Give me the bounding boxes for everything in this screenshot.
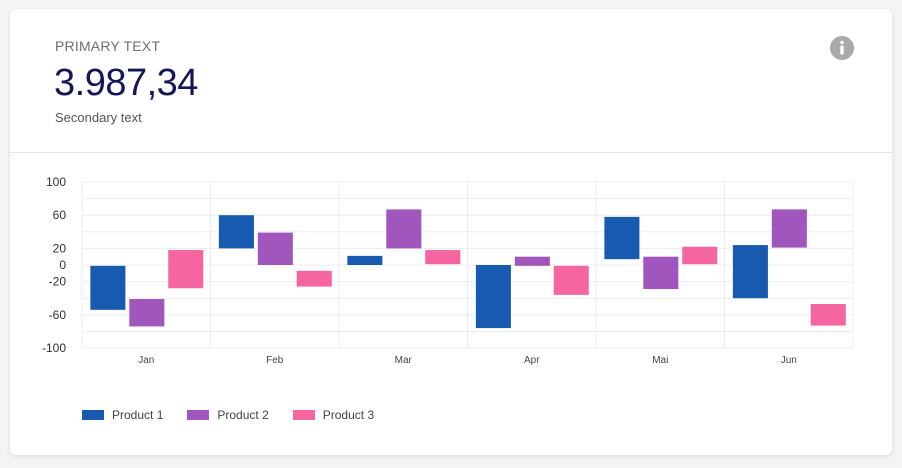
y-tick-label: -60 — [49, 308, 67, 322]
x-tick-label: Jun — [781, 355, 797, 366]
bar-product-1-apr — [475, 265, 511, 329]
bar-product-3-apr — [553, 265, 589, 295]
x-tick-label: Feb — [266, 355, 284, 366]
bar-product-1-jun — [732, 245, 768, 299]
bar-product-3-mai — [682, 246, 718, 265]
legend-label: Product 2 — [217, 408, 269, 422]
bar-product-3-jun — [810, 304, 846, 326]
bar-product-3-jan — [168, 250, 204, 289]
card-header: PRIMARY TEXT 3.987,34 Secondary text — [10, 9, 892, 153]
bar-product-2-mar — [386, 209, 422, 249]
bar-product-1-mai — [604, 216, 640, 260]
bar-product-1-jan — [90, 265, 126, 310]
y-tick-label: 0 — [59, 258, 66, 272]
chart-legend: Product 1 Product 2 Product 3 — [82, 408, 398, 422]
bar-product-3-feb — [296, 270, 332, 287]
x-tick-label: Jan — [138, 355, 154, 366]
legend-item[interactable]: Product 2 — [187, 408, 269, 422]
range-bar-chart: 100 60 20 0 -20 -60 -100 Jan Feb Mar Apr Mai Jun — [42, 175, 854, 366]
legend-swatch — [292, 410, 315, 420]
bar-product-1-feb — [218, 215, 254, 249]
legend-label: Product 3 — [322, 408, 375, 422]
secondary-text: Secondary text — [55, 110, 142, 125]
bar-product-2-apr — [514, 256, 550, 266]
y-tick-label: -20 — [49, 275, 67, 289]
primary-label: PRIMARY TEXT — [55, 38, 161, 54]
x-tick-label: Apr — [524, 355, 540, 366]
x-tick-label: Mar — [395, 355, 413, 366]
y-tick-label: 60 — [53, 208, 67, 222]
y-tick-label: 100 — [46, 175, 66, 189]
bar-product-2-jun — [771, 209, 807, 248]
legend-label: Product 1 — [112, 408, 164, 422]
bar-product-3-mar — [425, 250, 461, 265]
bar-product-2-mai — [643, 256, 679, 290]
kpi-card: PRIMARY TEXT 3.987,34 Secondary text 100… — [10, 9, 892, 455]
bar-product-2-feb — [257, 232, 293, 265]
bar-product-2-jan — [129, 299, 165, 327]
x-tick-label: Mai — [652, 355, 668, 366]
y-tick-label: -100 — [42, 341, 66, 355]
bar-product-1-mar — [347, 255, 383, 265]
primary-value: 3.987,34 — [54, 62, 198, 104]
y-tick-label: 20 — [53, 241, 67, 255]
legend-item[interactable]: Product 3 — [292, 408, 375, 422]
legend-swatch — [187, 410, 210, 420]
legend-swatch — [82, 410, 104, 420]
info-icon[interactable] — [830, 36, 854, 60]
legend-item[interactable]: Product 1 — [82, 408, 163, 422]
